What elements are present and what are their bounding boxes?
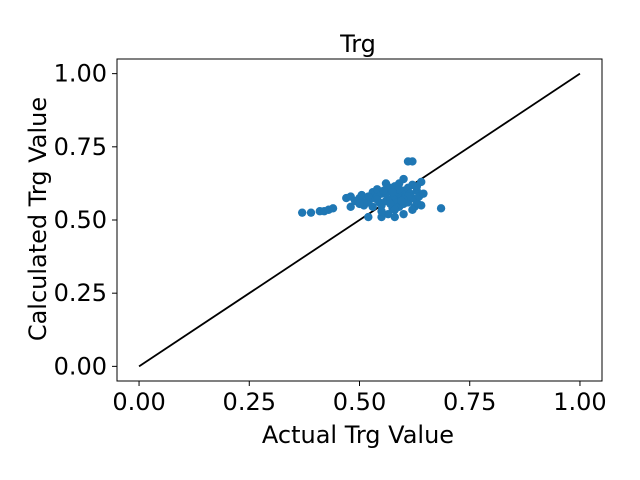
y-tick-label: 1.00 <box>54 60 107 88</box>
data-point <box>408 157 417 166</box>
data-point <box>408 205 417 214</box>
reference-line <box>138 72 581 368</box>
x-tick-label: 0.00 <box>112 388 165 416</box>
data-point <box>417 201 426 210</box>
x-tick-label: 1.00 <box>553 388 606 416</box>
data-point <box>386 199 395 209</box>
data-point <box>399 209 408 219</box>
x-tick-label: 0.25 <box>223 388 276 416</box>
data-point <box>388 187 397 197</box>
data-point <box>328 204 338 213</box>
x-axis-label: Actual Trg Value <box>262 421 454 449</box>
data-point <box>377 207 386 216</box>
data-point <box>379 186 388 195</box>
data-point <box>383 209 393 219</box>
data-point <box>368 202 377 212</box>
data-point <box>399 174 408 184</box>
y-tick-label: 0.50 <box>54 206 107 234</box>
data-point <box>364 212 373 222</box>
data-point <box>306 208 316 217</box>
data-point <box>436 204 446 213</box>
data-point <box>357 190 366 200</box>
y-tick-label: 0.75 <box>54 133 107 161</box>
data-point <box>394 185 404 194</box>
y-axis-label: Calculated Trg Value <box>24 97 52 341</box>
data-point <box>397 196 406 206</box>
data-point <box>412 182 422 191</box>
data-point <box>355 199 364 209</box>
x-tick-label: 0.50 <box>333 388 386 416</box>
x-tick-label: 0.75 <box>443 388 496 416</box>
data-point <box>419 189 428 198</box>
data-point <box>346 202 355 212</box>
data-point <box>297 208 307 217</box>
data-point <box>372 195 382 204</box>
y-tick-label: 0.25 <box>54 279 107 307</box>
data-point <box>364 192 373 201</box>
data-point <box>390 212 399 222</box>
data-point <box>377 212 386 222</box>
data-point <box>390 205 399 214</box>
chart-title: Trg <box>339 30 376 58</box>
y-tick-label: 0.00 <box>54 352 107 380</box>
